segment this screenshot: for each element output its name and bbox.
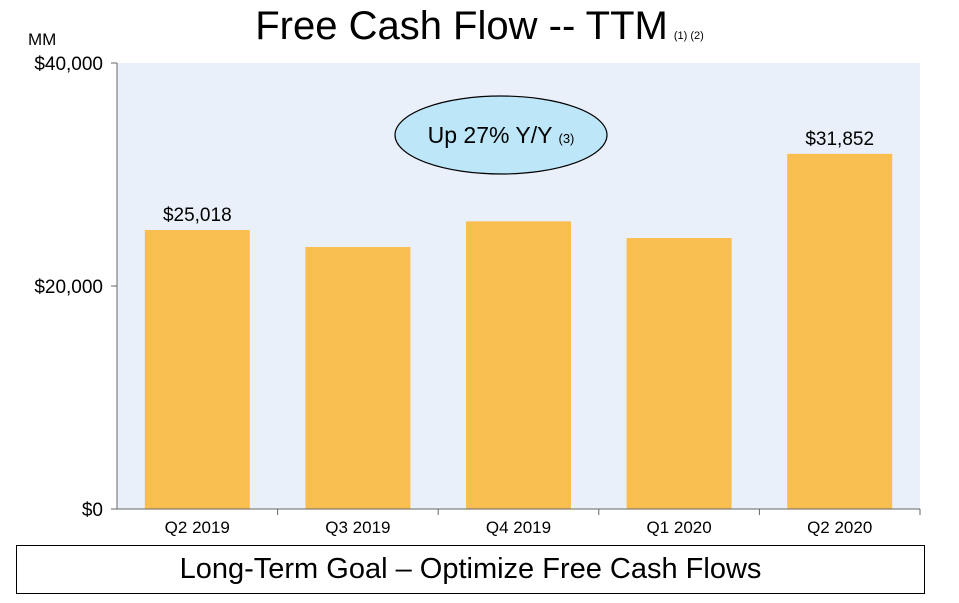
- y-tick-label: $0: [82, 500, 103, 521]
- growth-callout: [394, 95, 608, 175]
- x-tick-label: Q2 2020: [807, 518, 872, 537]
- growth-callout-footnote: (3): [558, 131, 574, 146]
- title-footnotes: (1) (2): [673, 30, 704, 42]
- long-term-goal-banner: Long-Term Goal – Optimize Free Cash Flow…: [16, 545, 925, 594]
- bar: [305, 246, 411, 509]
- bar-chart: $25,018 $31,852 $0 $20,000 $40,000 Q2 2019 Q…: [34, 54, 921, 537]
- x-tick-label: Q3 2019: [325, 518, 390, 537]
- bar: [787, 153, 893, 509]
- growth-callout-text: Up 27% Y/Y (3): [428, 122, 575, 148]
- bar: [626, 238, 732, 509]
- chart-title-text: Free Cash Flow -- TTM: [255, 4, 668, 48]
- y-tick-label: $40,000: [34, 54, 103, 75]
- data-label: $25,018: [163, 205, 232, 226]
- x-tick-label: Q1 2020: [646, 518, 711, 537]
- bar: [144, 230, 250, 509]
- data-label: $31,852: [805, 129, 874, 150]
- growth-callout-main: Up 27% Y/Y: [428, 122, 559, 148]
- x-tick-label: Q2 2019: [165, 518, 230, 537]
- unit-label: MM: [28, 30, 57, 49]
- long-term-goal-text: Long-Term Goal – Optimize Free Cash Flow…: [179, 553, 762, 585]
- y-tick-label: $20,000: [34, 277, 103, 298]
- chart-title: Free Cash Flow -- TTM (1) (2): [0, 4, 959, 49]
- x-tick-label: Q4 2019: [486, 518, 551, 537]
- bar: [466, 221, 571, 509]
